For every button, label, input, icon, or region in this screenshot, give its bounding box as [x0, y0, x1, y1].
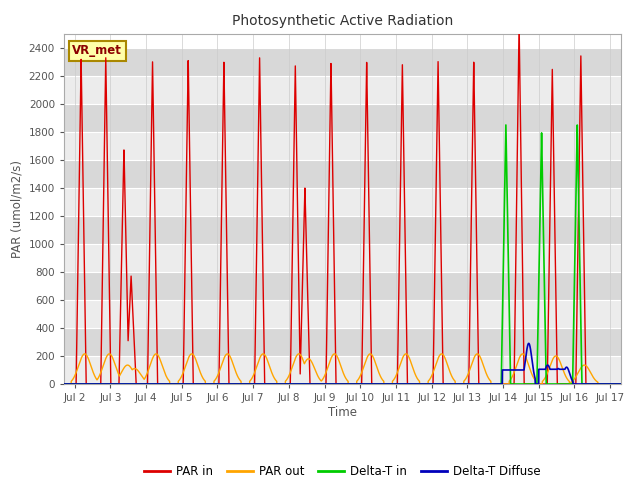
Bar [64, 160, 621, 188]
Legend: PAR in, PAR out, Delta-T in, Delta-T Diffuse: PAR in, PAR out, Delta-T in, Delta-T Dif… [139, 461, 546, 480]
Bar [64, 48, 621, 76]
Bar [64, 132, 621, 160]
Bar [64, 272, 621, 300]
Bar [64, 188, 621, 216]
Text: VR_met: VR_met [72, 44, 122, 57]
Bar [64, 104, 621, 132]
Bar [64, 328, 621, 356]
Bar [64, 356, 621, 384]
Bar [64, 244, 621, 272]
Bar [64, 300, 621, 328]
Title: Photosynthetic Active Radiation: Photosynthetic Active Radiation [232, 14, 453, 28]
X-axis label: Time: Time [328, 406, 357, 419]
Bar [64, 76, 621, 104]
Bar [64, 216, 621, 244]
Y-axis label: PAR (umol/m2/s): PAR (umol/m2/s) [10, 160, 23, 258]
